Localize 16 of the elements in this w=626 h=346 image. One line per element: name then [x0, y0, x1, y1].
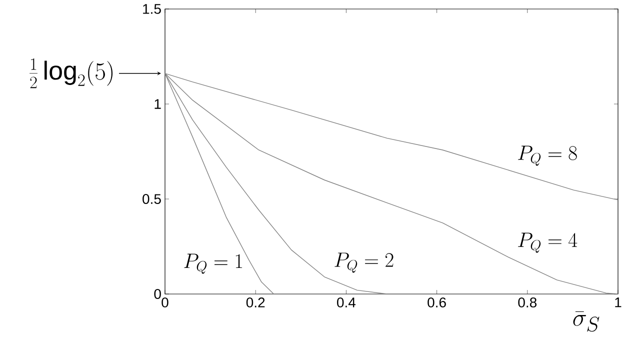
x-axis-title: $\bar{\sigma}_S$ — [573, 311, 600, 332]
x-tick-label: 0.4 — [337, 298, 356, 308]
x-tick-label: 0.6 — [428, 298, 446, 308]
y-tick-label: 1 — [154, 99, 161, 109]
x-tick-label: 1 — [615, 298, 622, 308]
x-tick-label: 0.2 — [246, 298, 265, 308]
series-label: $P_Q = 2$ — [334, 252, 394, 273]
x-tick-label: 0.8 — [518, 298, 537, 308]
y-tick-label: 0.5 — [142, 194, 161, 204]
y-tick-label: 0 — [154, 289, 161, 299]
series-label: $P_Q = 8$ — [518, 146, 577, 166]
annotation: $\frac{1}{2}\log_2(5)$ — [30, 58, 113, 88]
x-tick-label: 0 — [162, 298, 168, 308]
y-tick-label: 1.5 — [143, 4, 161, 14]
series-label: $P_Q = 4$ — [518, 232, 578, 253]
series-label: $P_Q = 1$ — [184, 254, 242, 274]
